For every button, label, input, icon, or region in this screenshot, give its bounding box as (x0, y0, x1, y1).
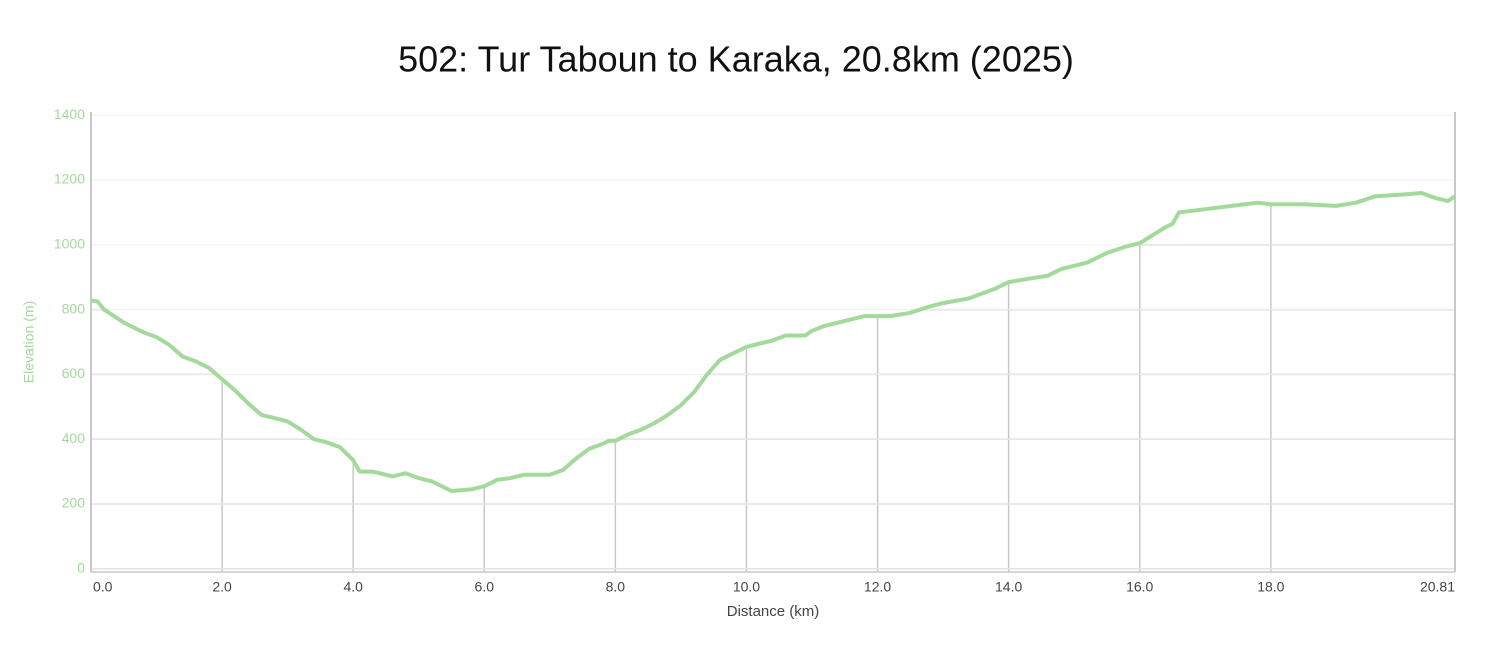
x-tick-label: 16.0 (1126, 579, 1153, 595)
y-axis-title: Elevation (m) (21, 301, 37, 383)
x-tick-label: 14.0 (995, 579, 1022, 595)
x-axis-title: Distance (km) (727, 603, 820, 620)
y-tick-label: 400 (62, 430, 86, 446)
x-tick-label: 2.0 (212, 579, 232, 595)
x-tick-label: 0.0 (93, 579, 113, 595)
y-tick-label: 1400 (54, 106, 85, 122)
y-tick-label: 200 (62, 495, 86, 511)
chart-title: 502: Tur Taboun to Karaka, 20.8km (2025) (398, 39, 1074, 80)
y-tick-label: 0 (77, 559, 85, 575)
x-tick-label: 6.0 (475, 579, 495, 595)
x-tick-label: 18.0 (1257, 579, 1284, 595)
x-tick-label: 12.0 (864, 579, 891, 595)
y-tick-label: 1200 (54, 171, 85, 187)
x-tick-label: 10.0 (733, 579, 760, 595)
y-tick-label: 600 (62, 365, 86, 381)
x-tick-label: 8.0 (606, 579, 626, 595)
x-tick-label: 4.0 (343, 579, 363, 595)
y-tick-label: 1000 (54, 236, 85, 252)
x-tick-label: 20.81 (1420, 579, 1455, 595)
y-tick-label: 800 (62, 300, 86, 316)
elevation-line (90, 191, 1457, 493)
